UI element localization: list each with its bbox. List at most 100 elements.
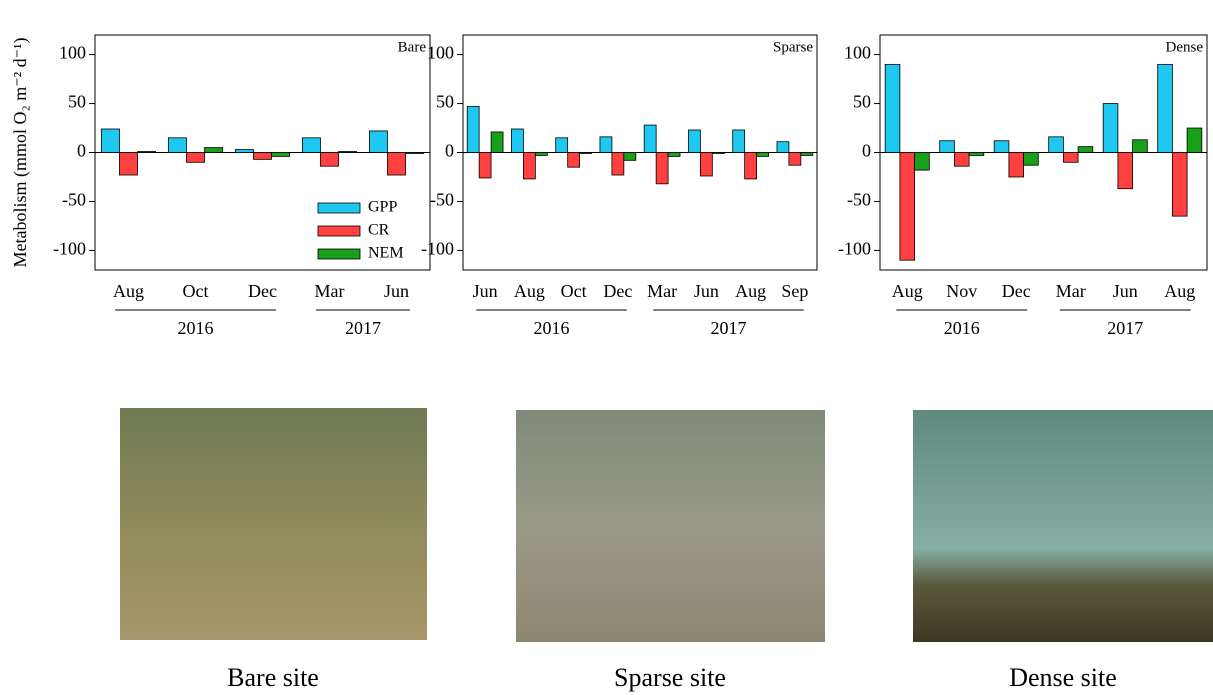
panel-label: Sparse	[773, 39, 813, 55]
bar	[756, 152, 769, 157]
bar	[744, 152, 757, 180]
y-tick-label: 100	[427, 43, 454, 63]
bar	[884, 63, 901, 153]
bar	[338, 151, 358, 153]
bar	[914, 152, 930, 171]
bar	[599, 136, 613, 153]
y-tick-label: -100	[421, 239, 454, 259]
y-tick-label: 50	[436, 92, 454, 112]
y-tick-label: 50	[68, 92, 86, 112]
bar	[611, 152, 625, 176]
x-tick-label: Mar	[1056, 281, 1086, 301]
y-tick-label: -50	[430, 190, 454, 210]
x-tick-label: Aug	[1164, 281, 1195, 301]
caption: Dense site	[1009, 663, 1117, 692]
bar	[788, 152, 802, 166]
x-tick-label: Dec	[1002, 281, 1031, 301]
x-tick-label: Aug	[892, 281, 923, 301]
x-tick-label: Mar	[647, 281, 677, 301]
bar	[1048, 136, 1064, 153]
bar	[137, 151, 157, 153]
bar	[1077, 146, 1094, 153]
x-tick-label: Oct	[561, 281, 587, 301]
x-tick-label: Nov	[946, 281, 977, 301]
legend-swatch	[317, 225, 361, 237]
bar	[655, 152, 669, 185]
bar	[204, 147, 224, 153]
photo	[120, 408, 427, 640]
legend-swatch	[317, 202, 361, 214]
group-label: 2016	[178, 318, 214, 338]
panel-label: Dense	[1166, 39, 1204, 55]
legend-label: CR	[368, 222, 390, 239]
panel-label: Bare	[398, 39, 427, 55]
bar	[1062, 152, 1079, 163]
bar	[899, 152, 916, 261]
photo	[913, 410, 1213, 642]
bar	[490, 131, 504, 153]
bar	[1102, 103, 1119, 153]
group-label: 2016	[534, 318, 570, 338]
caption: Bare site	[227, 663, 319, 692]
y-tick-label: 0	[77, 141, 86, 161]
bar	[534, 152, 548, 156]
y-tick-label: 100	[844, 43, 871, 63]
bar	[1186, 127, 1203, 153]
group-label: 2017	[1107, 318, 1143, 338]
y-tick-label: 0	[862, 141, 871, 161]
photo	[516, 410, 825, 642]
bar	[511, 128, 524, 153]
y-tick-label: -50	[62, 190, 86, 210]
y-tick-label: 100	[59, 43, 86, 63]
x-tick-label: Jun	[384, 281, 409, 301]
group-label: 2017	[345, 318, 381, 338]
bar	[186, 152, 205, 163]
bar	[1023, 152, 1039, 166]
bar	[1117, 152, 1134, 190]
x-tick-label: Dec	[248, 281, 277, 301]
bar	[623, 152, 637, 161]
y-tick-label: 0	[445, 141, 454, 161]
y-axis-label: Metabolism (mmol O₂ m⁻² d⁻¹)	[10, 37, 31, 267]
y-tick-label: -100	[53, 239, 86, 259]
bar	[1157, 63, 1173, 153]
x-tick-label: Aug	[113, 281, 144, 301]
bar	[688, 129, 701, 153]
bar	[405, 152, 425, 154]
bar	[1008, 152, 1025, 178]
x-tick-label: Dec	[603, 281, 632, 301]
x-tick-label: Oct	[183, 281, 209, 301]
bar	[939, 140, 955, 153]
group-label: 2016	[944, 318, 980, 338]
legend-label: NEM	[368, 245, 404, 262]
x-tick-label: Jun	[694, 281, 719, 301]
bar	[1132, 139, 1148, 153]
bar	[478, 152, 492, 179]
bar	[466, 106, 480, 153]
bar	[700, 152, 713, 177]
bar	[555, 137, 569, 153]
bar	[523, 152, 536, 180]
legend-swatch	[317, 248, 361, 260]
x-tick-label: Aug	[514, 281, 545, 301]
bar	[320, 152, 339, 167]
y-tick-label: -100	[838, 239, 871, 259]
bar	[387, 152, 406, 176]
bar	[953, 152, 970, 167]
bar	[100, 128, 120, 153]
bar	[667, 152, 681, 157]
bar	[119, 152, 138, 176]
bar	[579, 152, 592, 154]
x-tick-label: Jun	[473, 281, 498, 301]
y-tick-label: -50	[847, 190, 871, 210]
caption: Sparse site	[614, 663, 726, 692]
bar	[711, 152, 725, 154]
bar	[368, 130, 388, 153]
x-tick-label: Sep	[781, 281, 808, 301]
x-tick-label: Jun	[1113, 281, 1138, 301]
bar	[1171, 152, 1188, 217]
x-tick-label: Mar	[315, 281, 345, 301]
y-tick-label: 50	[853, 92, 871, 112]
x-tick-label: Aug	[735, 281, 766, 301]
